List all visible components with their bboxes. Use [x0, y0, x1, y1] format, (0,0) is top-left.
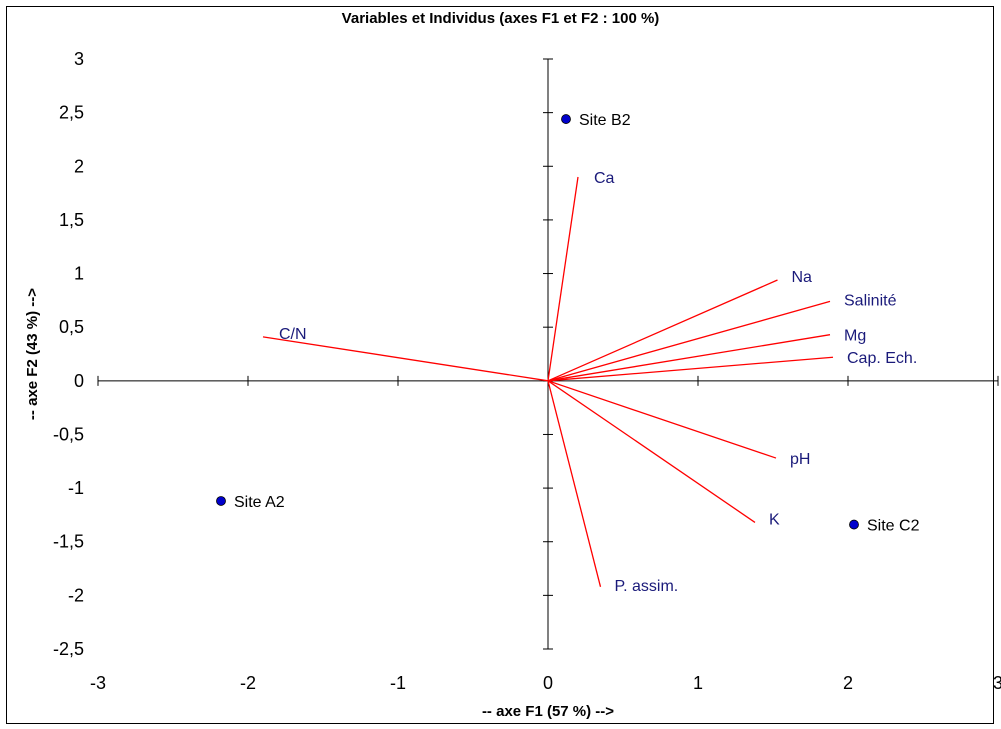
- x-tick-label: 1: [693, 673, 703, 693]
- variable-label: Mg: [844, 328, 866, 345]
- individual-point: [561, 114, 571, 124]
- individual-label: Site C2: [867, 518, 920, 535]
- y-tick-label: 1: [74, 264, 84, 284]
- x-tick-label: -1: [390, 673, 406, 693]
- x-tick-label: -3: [90, 673, 106, 693]
- individual-label: Site B2: [579, 112, 631, 129]
- variable-label: Ca: [594, 170, 615, 187]
- variable-vector: [547, 176, 579, 381]
- variable-vector: [547, 380, 756, 523]
- individual-label: Site A2: [234, 494, 285, 511]
- variable-vector: [262, 336, 549, 382]
- x-tick-label: 0: [543, 673, 553, 693]
- y-tick-label: 2: [74, 156, 84, 176]
- variable-label: C/N: [279, 326, 307, 343]
- y-tick-label: -2: [68, 585, 84, 605]
- variable-vector: [547, 356, 834, 382]
- y-axis-title: -- axe F2 (43 %) -->: [24, 288, 41, 420]
- variable-vector: [547, 279, 778, 382]
- variable-label: Salinité: [844, 292, 897, 309]
- y-tick-label: -2,5: [53, 639, 84, 659]
- y-tick-label: 1,5: [59, 210, 84, 230]
- y-tick-label: 0,5: [59, 317, 84, 337]
- variable-vector: [547, 380, 602, 587]
- individual-point: [216, 496, 226, 506]
- y-tick-label: -0,5: [53, 424, 84, 444]
- y-tick-label: 3: [74, 49, 84, 69]
- variable-label: P. assim.: [615, 578, 679, 595]
- chart-frame: [6, 6, 994, 724]
- variable-label: Cap. Ech.: [847, 350, 917, 367]
- y-tick-label: -1,5: [53, 532, 84, 552]
- x-tick-label: 2: [843, 673, 853, 693]
- variable-label: pH: [790, 451, 810, 468]
- chart-title: Variables et Individus (axes F1 et F2 : …: [341, 10, 660, 27]
- x-tick-label: 3: [993, 673, 1001, 693]
- variable-label: K: [769, 511, 780, 528]
- x-axis-title: -- axe F1 (57 %) -->: [482, 703, 614, 720]
- individual-point: [849, 519, 859, 530]
- variable-vector: [547, 300, 831, 382]
- y-tick-label: 0: [74, 371, 84, 391]
- variable-vector: [547, 334, 831, 382]
- y-tick-label: 2,5: [59, 103, 84, 123]
- y-tick-label: -1: [68, 478, 84, 498]
- variable-vector: [547, 380, 777, 459]
- x-tick-label: -2: [240, 673, 256, 693]
- variable-label: Na: [792, 269, 813, 286]
